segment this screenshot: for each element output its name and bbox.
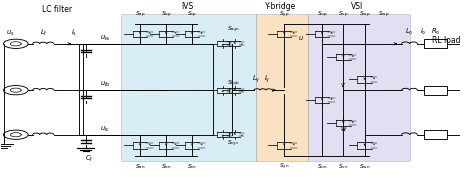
- Text: $S_{\rm an}$: $S_{\rm an}$: [135, 162, 146, 171]
- Text: $S_{\rm wp}$: $S_{\rm wp}$: [359, 9, 370, 19]
- Text: $S_{\rm up}$: $S_{\rm up}$: [317, 9, 328, 19]
- Text: $i_{\rm o}$: $i_{\rm o}$: [420, 27, 427, 37]
- Bar: [424, 86, 447, 95]
- Text: $u$: $u$: [298, 35, 304, 42]
- Text: $C_{\rm f}$: $C_{\rm f}$: [85, 154, 94, 164]
- Text: $L_{\rm y}$: $L_{\rm y}$: [252, 74, 260, 85]
- Bar: [424, 130, 447, 139]
- Text: LC filter: LC filter: [42, 5, 73, 14]
- Text: $S_{\rm bp}$: $S_{\rm bp}$: [161, 9, 172, 19]
- Text: $u_{\rm s}$: $u_{\rm s}$: [6, 28, 14, 38]
- Text: $R_{\rm o}$: $R_{\rm o}$: [431, 27, 440, 37]
- Bar: [121, 14, 256, 161]
- Text: $S_{\rm cyc}$: $S_{\rm cyc}$: [227, 139, 239, 149]
- Text: $S_{\rm wn}$: $S_{\rm wn}$: [359, 162, 370, 171]
- Text: $S_{\rm vp}$: $S_{\rm vp}$: [338, 9, 348, 19]
- Text: $S_{\rm ap}$: $S_{\rm ap}$: [135, 9, 146, 19]
- Text: $i_{\rm y}$: $i_{\rm y}$: [264, 74, 270, 85]
- Text: $i_{\rm s}$: $i_{\rm s}$: [71, 28, 77, 38]
- Text: VSI: VSI: [351, 2, 364, 11]
- Text: $S_{\rm un}$: $S_{\rm un}$: [317, 162, 328, 171]
- Bar: [424, 39, 447, 48]
- Text: $L_{\rm o}$: $L_{\rm o}$: [405, 27, 414, 37]
- Text: $S_{\rm byb}$: $S_{\rm byb}$: [227, 79, 240, 89]
- Text: $S_{\rm vn}$: $S_{\rm vn}$: [338, 162, 348, 171]
- Text: $u_{\rm ib}$: $u_{\rm ib}$: [100, 80, 109, 89]
- Text: $S_{\rm ayn}$: $S_{\rm ayn}$: [227, 24, 240, 35]
- Text: $u_{\rm ic}$: $u_{\rm ic}$: [100, 125, 109, 134]
- Text: $S_{\rm bn}$: $S_{\rm bn}$: [161, 162, 172, 171]
- Text: IVS: IVS: [181, 2, 193, 11]
- Text: RL load: RL load: [432, 36, 460, 45]
- Text: $S_{\rm cp}$: $S_{\rm cp}$: [187, 9, 197, 19]
- Text: $u_{\rm ia}$: $u_{\rm ia}$: [100, 34, 109, 43]
- Bar: [256, 14, 308, 161]
- Text: $L_{\rm f}$: $L_{\rm f}$: [39, 28, 47, 38]
- Text: $S_{\rm yp}$: $S_{\rm yp}$: [279, 9, 290, 19]
- Bar: [308, 14, 410, 161]
- Text: $S_{\rm yn}$: $S_{\rm yn}$: [279, 162, 290, 172]
- Text: $v$: $v$: [340, 81, 346, 89]
- Text: Y-bridge: Y-bridge: [265, 2, 296, 11]
- Text: $S_{\rm wp}$: $S_{\rm wp}$: [378, 9, 389, 19]
- Text: $w$: $w$: [340, 125, 347, 133]
- Text: $S_{\rm cn}$: $S_{\rm cn}$: [187, 162, 197, 171]
